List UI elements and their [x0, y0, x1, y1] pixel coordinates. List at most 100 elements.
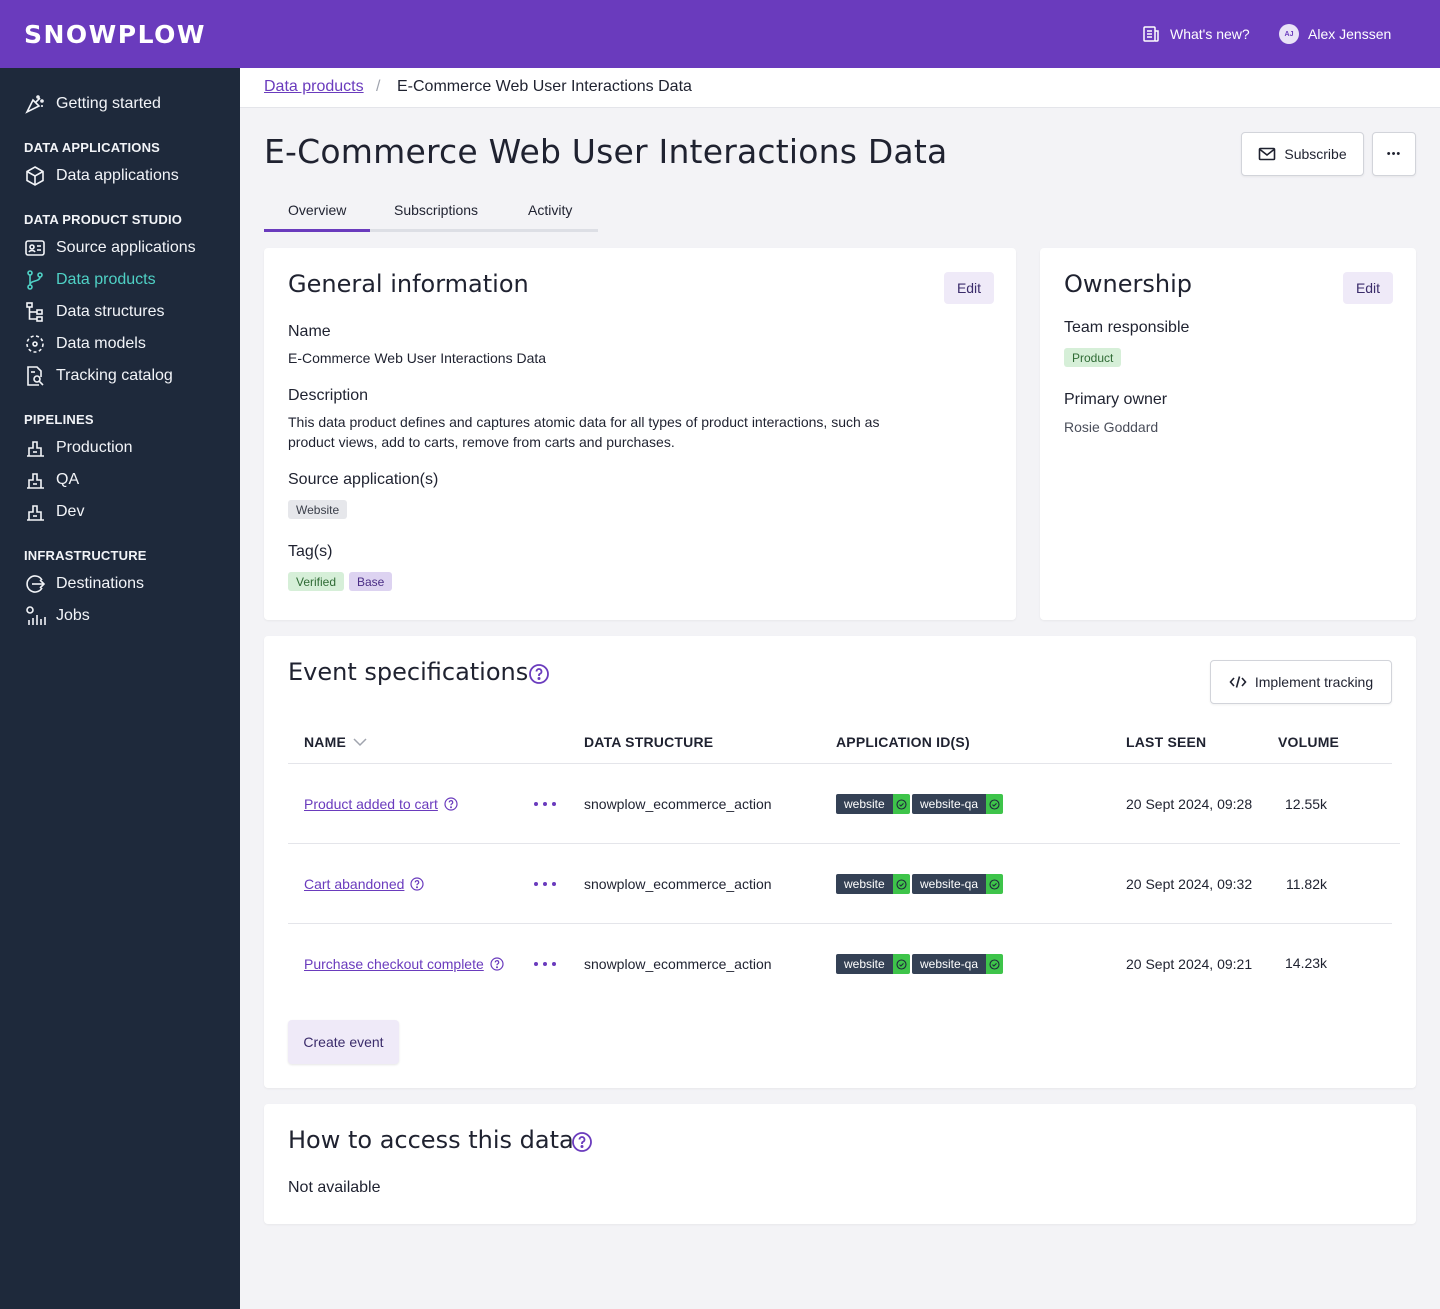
help-icon[interactable] — [490, 957, 504, 971]
sidebar-item-destinations[interactable]: Destinations — [24, 572, 144, 596]
row-divider — [288, 923, 1392, 924]
data-structure-cell: snowplow_ecommerce_action — [584, 956, 772, 972]
ownership-card: Ownership Edit Team responsible Product … — [1040, 248, 1416, 620]
snowplow-logo[interactable]: SNOWPLOW — [24, 20, 206, 49]
sidebar-item-jobs[interactable]: Jobs — [24, 604, 90, 628]
help-icon[interactable] — [571, 1131, 593, 1153]
column-last-seen: LAST SEEN — [1126, 734, 1207, 750]
column-volume: VOLUME — [1278, 734, 1340, 750]
breadcrumb-current: E-Commerce Web User Interactions Data — [397, 78, 692, 95]
app-id-badge-website-qa[interactable]: website-qa — [912, 874, 1004, 894]
description-label: Description — [288, 387, 369, 404]
help-icon[interactable] — [528, 663, 550, 685]
more-actions-button[interactable]: ••• — [1372, 132, 1416, 176]
description-line-2: product views, add to carts, remove from… — [288, 434, 675, 450]
code-icon — [1229, 676, 1247, 688]
whats-new-label: What's new? — [1170, 26, 1250, 42]
check-circle-icon — [896, 798, 907, 810]
tab-subscriptions[interactable]: Subscriptions — [394, 202, 479, 218]
app-id-badge-website[interactable]: website — [836, 794, 910, 814]
sidebar-item-data-applications[interactable]: Data applications — [24, 164, 179, 188]
section-data-product-studio: DATA PRODUCT STUDIO — [24, 212, 183, 227]
sidebar-item-source-applications[interactable]: Source applications — [24, 236, 196, 260]
jobs-icon — [26, 606, 46, 625]
help-icon[interactable] — [410, 877, 425, 891]
row-actions-button[interactable] — [534, 795, 556, 813]
sidebar-item-label: Dev — [56, 503, 85, 520]
sidebar-item-production[interactable]: Production — [24, 436, 133, 460]
team-chip-product: Product — [1064, 348, 1122, 367]
user-menu[interactable]: AJ Alex Jenssen — [1279, 23, 1391, 45]
sidebar-item-qa[interactable]: QA — [24, 468, 79, 492]
data-structure-cell: snowplow_ecommerce_action — [584, 876, 772, 892]
name-value: E-Commerce Web User Interactions Data — [288, 350, 547, 366]
primary-owner-value: Rosie Goddard — [1064, 419, 1159, 435]
breadcrumb: Data products / E-Commerce Web User Inte… — [240, 68, 1440, 108]
row-divider — [288, 843, 1400, 844]
tag-verified: Verified — [288, 572, 345, 591]
access-value: Not available — [288, 1179, 381, 1196]
event-link-product-added-to-cart[interactable]: Product added to cart — [304, 796, 458, 812]
help-icon[interactable] — [444, 797, 458, 811]
subscribe-button[interactable]: Subscribe — [1241, 132, 1364, 176]
envelope-icon — [1259, 147, 1276, 161]
edit-ownership-button[interactable]: Edit — [1343, 272, 1393, 304]
page-title: E-Commerce Web User Interactions Data — [264, 132, 948, 171]
edit-general-button[interactable]: Edit — [944, 272, 994, 304]
news-icon — [1143, 26, 1159, 42]
tag-base: Base — [349, 572, 393, 591]
whats-new-button[interactable]: What's new? — [1142, 24, 1250, 44]
create-event-button[interactable]: Create event — [288, 1020, 399, 1064]
sidebar-item-label: Destinations — [56, 575, 145, 592]
app-id-badge-website-qa[interactable]: website-qa — [912, 794, 1004, 814]
sidebar-item-label: Data applications — [56, 167, 179, 184]
sidebar-item-label: Data structures — [56, 303, 165, 320]
git-branch-icon — [27, 270, 43, 290]
sidebar-item-tracking-catalog[interactable]: Tracking catalog — [24, 364, 173, 388]
more-icon: ••• — [1386, 148, 1402, 160]
sidebar-item-getting-started[interactable]: Getting started — [24, 92, 161, 116]
app-id-badge-website[interactable]: website — [836, 874, 910, 894]
search-document-icon — [27, 366, 44, 386]
check-circle-icon — [989, 958, 1000, 970]
destination-icon — [26, 575, 46, 593]
event-specifications-card — [264, 636, 1416, 1088]
sidebar-item-data-models[interactable]: Data models — [24, 332, 146, 356]
row-actions-button[interactable] — [534, 875, 556, 893]
event-link-cart-abandoned[interactable]: Cart abandoned — [304, 876, 425, 892]
model-icon — [26, 335, 44, 353]
column-name[interactable]: NAME — [304, 734, 347, 750]
card-title: Ownership — [1064, 270, 1192, 298]
app-id-badge-website-qa[interactable]: website-qa — [912, 954, 1004, 974]
sidebar-item-dev[interactable]: Dev — [24, 500, 84, 524]
subscribe-label: Subscribe — [1284, 146, 1347, 162]
volume-cell: 12.55k — [1285, 796, 1328, 812]
breadcrumb-data-products[interactable]: Data products — [264, 78, 364, 95]
pipeline-icon — [27, 441, 44, 457]
implement-tracking-button[interactable]: Implement tracking — [1210, 660, 1392, 704]
row-actions-button[interactable] — [534, 955, 556, 973]
table-header-divider — [288, 763, 1392, 764]
app-id-badge-website[interactable]: website — [836, 954, 910, 974]
data-structure-cell: snowplow_ecommerce_action — [584, 796, 772, 812]
event-link-purchase-checkout-complete[interactable]: Purchase checkout complete — [304, 956, 504, 972]
source-chip-website: Website — [288, 500, 348, 519]
check-circle-icon — [896, 958, 907, 970]
sidebar-item-data-products[interactable]: Data products — [24, 268, 156, 292]
active-tab-indicator — [264, 229, 370, 232]
chevron-down-icon[interactable] — [352, 736, 368, 748]
tab-activity[interactable]: Activity — [528, 202, 573, 218]
sidebar-item-data-structures[interactable]: Data structures — [24, 300, 164, 324]
tab-bar: Overview Subscriptions Activity — [264, 192, 598, 232]
sidebar-item-label: Tracking catalog — [56, 367, 173, 384]
sidebar-item-label: Production — [56, 439, 133, 456]
volume-cell: 11.82k — [1286, 876, 1327, 892]
section-data-applications: DATA APPLICATIONS — [24, 140, 161, 155]
event-name: Purchase checkout complete — [304, 956, 484, 972]
id-card-icon — [25, 240, 45, 256]
tab-overview[interactable]: Overview — [288, 202, 347, 218]
last-seen-cell: 20 Sept 2024, 09:21 — [1126, 956, 1253, 972]
top-bar: SNOWPLOW What's new? AJ Alex Jenssen — [0, 0, 1440, 68]
cube-icon — [26, 166, 44, 186]
description-line-1: This data product defines and captures a… — [288, 414, 880, 430]
